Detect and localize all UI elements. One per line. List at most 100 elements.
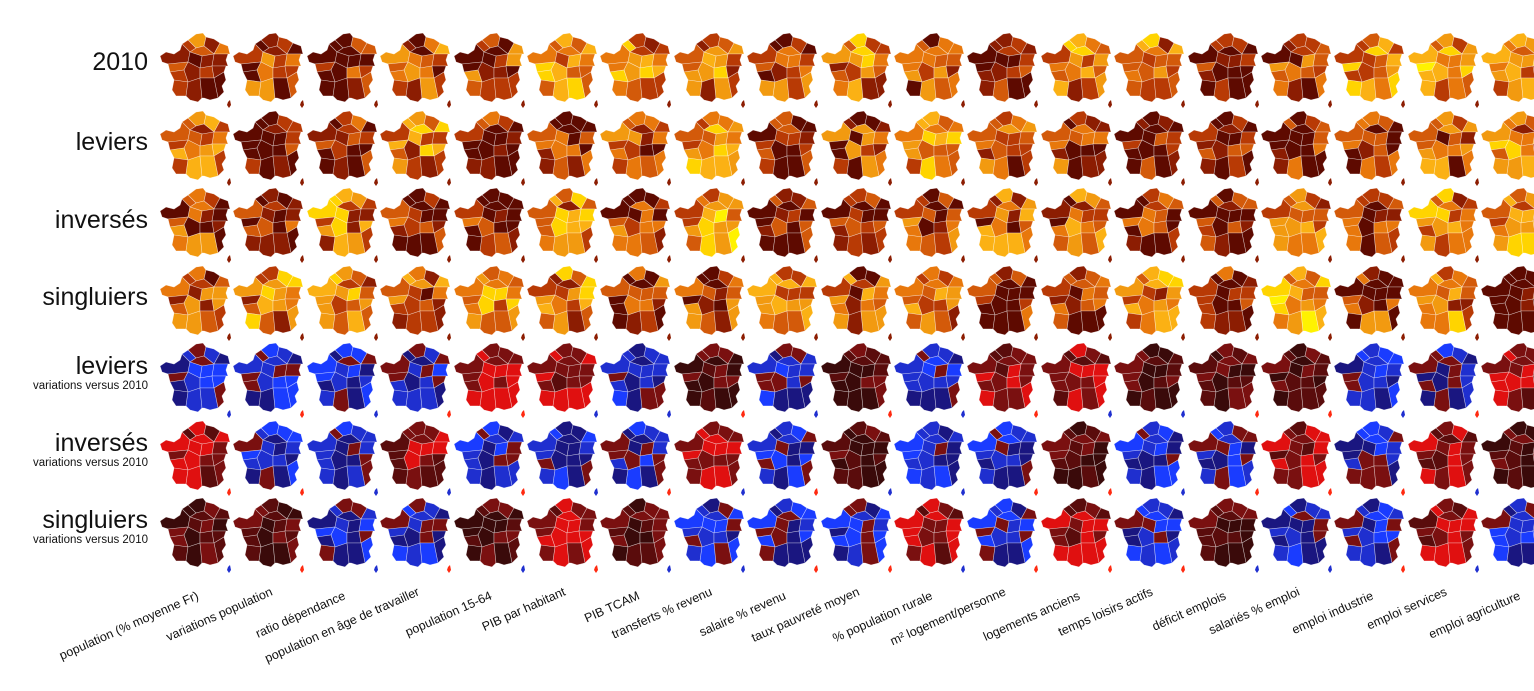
corsica-region (1034, 332, 1039, 341)
map-region (1020, 120, 1038, 132)
map-outline (379, 497, 451, 568)
map-region (332, 155, 350, 180)
map-region (566, 542, 586, 566)
france-map-svg (1187, 342, 1259, 418)
france-map-svg (600, 342, 672, 418)
map-region (1314, 120, 1332, 132)
map-region (860, 453, 875, 466)
france-map (1332, 416, 1408, 496)
france-map-svg (1040, 342, 1112, 418)
map-region (1020, 275, 1038, 287)
france-map-svg (1334, 342, 1406, 418)
map-region (786, 65, 802, 79)
map-region (566, 77, 586, 101)
map-region (653, 120, 671, 132)
map-region (800, 352, 818, 365)
france-map-svg (1113, 32, 1186, 108)
map-region (286, 197, 304, 210)
map-region (213, 430, 231, 442)
corsica-region (887, 410, 892, 418)
map-region (653, 42, 671, 55)
map-region (798, 53, 816, 67)
map-region (493, 453, 508, 466)
map-region (1227, 77, 1246, 101)
france-map-svg (1040, 32, 1112, 108)
france-map-svg (1113, 265, 1186, 341)
corsica-region (594, 332, 598, 341)
france-map-svg (1480, 497, 1534, 568)
map-region (640, 155, 659, 178)
corsica-region (814, 255, 819, 263)
map-outline (159, 32, 231, 103)
map-region (199, 77, 219, 101)
map-region (346, 155, 366, 178)
france-map (819, 28, 895, 108)
map-region (507, 275, 524, 287)
france-map (525, 338, 601, 418)
map-region (1007, 220, 1022, 234)
map-region (199, 310, 219, 333)
map-outline (600, 265, 671, 335)
map-outline (1334, 342, 1405, 413)
map-region (578, 208, 596, 222)
row-label-main: leviers (75, 128, 148, 156)
map-region (360, 42, 378, 55)
map-region (479, 232, 496, 258)
map-region (431, 131, 449, 144)
map-region (358, 208, 376, 222)
map-region (346, 298, 362, 311)
map-region (566, 65, 582, 79)
map-region (1153, 143, 1169, 156)
map-region (1300, 375, 1316, 389)
france-map-svg (233, 420, 305, 496)
france-map-svg (1260, 110, 1332, 186)
map-region (800, 197, 818, 210)
map-region (860, 65, 875, 79)
map-region (1092, 363, 1110, 377)
map-region (360, 275, 378, 287)
map-region (1520, 375, 1534, 389)
map-region (874, 120, 891, 132)
map-region (725, 53, 743, 67)
map-region (800, 120, 818, 132)
map-region (1241, 197, 1258, 210)
map-region (1300, 530, 1316, 544)
map-region (505, 363, 523, 377)
france-map-svg (1407, 497, 1479, 573)
map-region (273, 375, 288, 389)
map-region (360, 197, 378, 210)
corsica-region (887, 100, 892, 108)
france-map-svg (379, 187, 452, 263)
map-region (786, 298, 802, 311)
france-map-svg (1113, 420, 1186, 496)
france-map (158, 106, 234, 186)
france-map-svg (379, 110, 452, 186)
map-region (1165, 53, 1183, 67)
map-region (1286, 387, 1304, 413)
france-map (452, 28, 528, 108)
row-label-sub: variations versus 2010 (32, 380, 148, 392)
france-map (1039, 416, 1115, 496)
map-region (1520, 310, 1534, 333)
france-map-svg (1040, 420, 1112, 496)
france-map-svg (453, 110, 525, 186)
map-region (1447, 542, 1467, 566)
map-outline (820, 110, 891, 180)
france-map-svg (453, 187, 525, 263)
map-outline (1480, 265, 1534, 335)
map-outline (159, 265, 231, 335)
map-region (566, 155, 586, 178)
map-region (1447, 530, 1463, 544)
france-map-svg (159, 187, 231, 263)
france-map (231, 338, 307, 418)
map-region (505, 518, 523, 532)
map-region (800, 430, 818, 442)
france-map (892, 28, 968, 108)
map-region (652, 53, 669, 67)
map-region (199, 298, 215, 311)
france-map (1479, 338, 1534, 418)
map-outline (1040, 32, 1112, 103)
france-map-svg (967, 32, 1039, 108)
france-map-svg (820, 265, 892, 341)
map-region (1213, 465, 1230, 490)
